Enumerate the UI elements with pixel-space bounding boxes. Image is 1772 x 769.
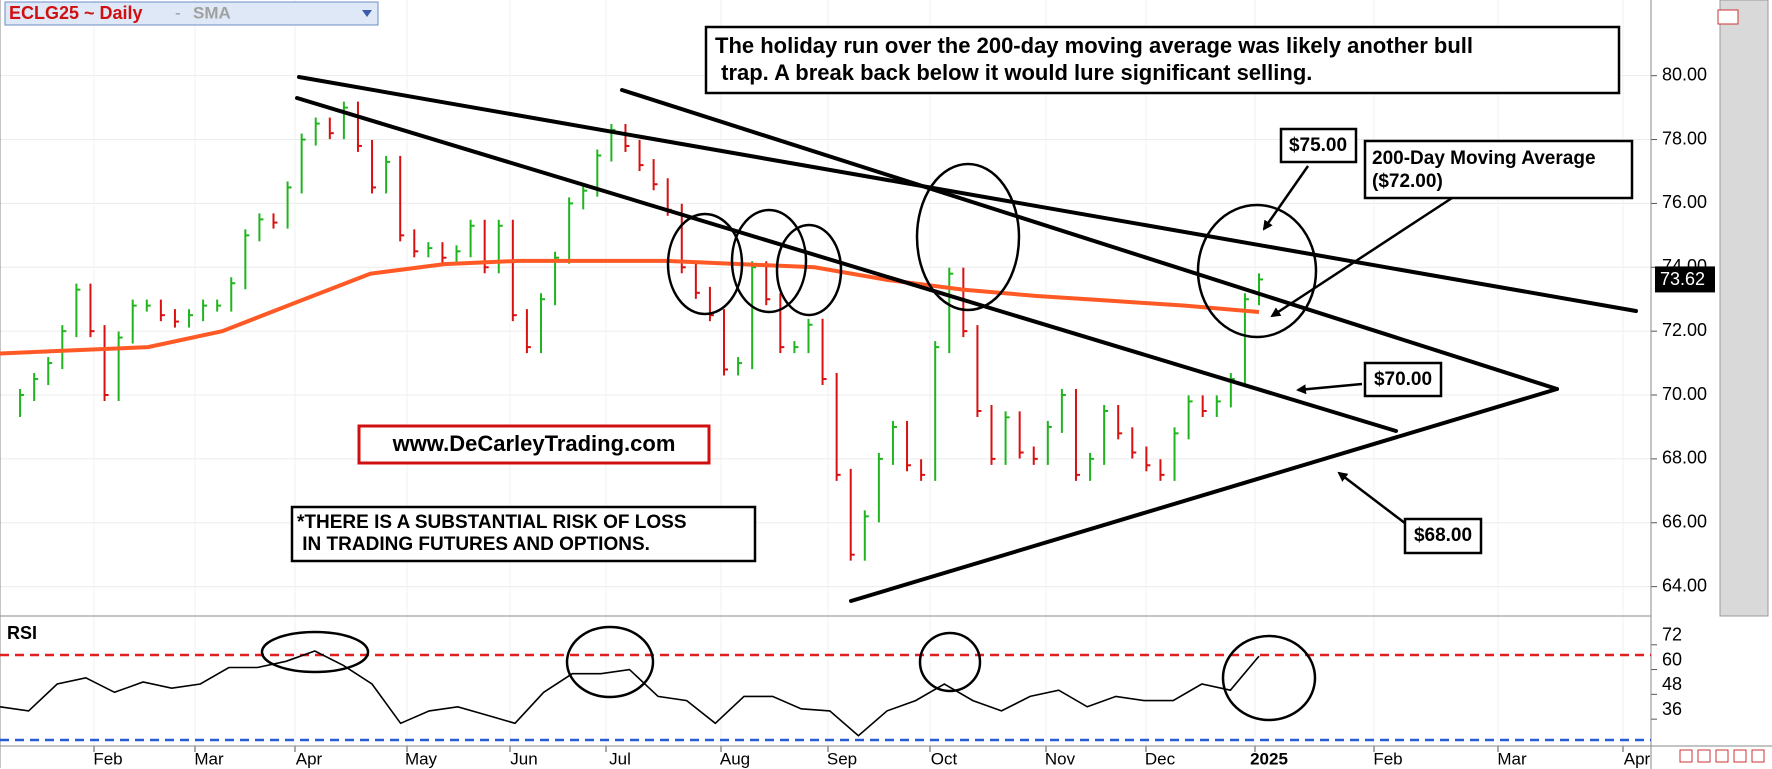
y-tick-label: 60 xyxy=(1662,649,1682,669)
annotation-text: The holiday run over the 200-day moving … xyxy=(715,33,1473,58)
symbol-dropdown[interactable] xyxy=(4,1,379,26)
disclaimer: IN TRADING FUTURES AND OPTIONS. xyxy=(297,534,650,555)
annotation-text: $68.00 xyxy=(1414,525,1472,546)
annotation-text: ($72.00) xyxy=(1372,171,1443,192)
tool-button[interactable] xyxy=(1715,749,1729,763)
x-tick-label: Nov xyxy=(1045,749,1076,768)
annotation-box xyxy=(1363,361,1443,398)
scroll-panel[interactable] xyxy=(1719,0,1769,617)
y-tick-label: 72.00 xyxy=(1662,320,1707,340)
y-tick-label: 48 xyxy=(1662,674,1682,694)
arrow xyxy=(1262,165,1310,231)
tool-button[interactable] xyxy=(1679,749,1693,763)
x-tick-label: 2025 xyxy=(1250,749,1288,768)
arrow xyxy=(1337,471,1411,528)
x-tick-label: Dec xyxy=(1145,749,1176,768)
annotation-text: $70.00 xyxy=(1374,369,1432,390)
highlight-circle xyxy=(918,631,982,693)
x-tick-label: Apr xyxy=(296,749,323,768)
annotation-box xyxy=(1279,127,1358,164)
disclaimer: *THERE IS A SUBSTANTIAL RISK OF LOSS xyxy=(297,512,687,533)
annotation-box xyxy=(1363,139,1634,200)
highlight-circle xyxy=(775,223,843,317)
sma-line xyxy=(0,258,1260,356)
x-tick-label: Mar xyxy=(1497,749,1527,768)
rsi-title: RSI xyxy=(7,623,37,643)
trendline xyxy=(620,88,1559,391)
website: www.DeCarleyTrading.com xyxy=(392,431,676,456)
y-tick-label: 70.00 xyxy=(1662,384,1707,404)
toolbar xyxy=(1679,749,1765,763)
annotation-box xyxy=(704,25,1621,95)
highlight-circle xyxy=(1221,634,1317,722)
tool-button[interactable] xyxy=(1697,749,1711,763)
tool-button[interactable] xyxy=(1751,749,1765,763)
y-tick-label: 64.00 xyxy=(1662,575,1707,595)
y-tick-label: 68.00 xyxy=(1662,448,1707,468)
marks xyxy=(0,101,1263,737)
bs-icon[interactable] xyxy=(1717,9,1739,25)
x-tick-label: Aug xyxy=(720,749,750,768)
trendline xyxy=(295,96,1398,433)
y-tick-label: 80.00 xyxy=(1662,64,1707,84)
y-tick-label: 76.00 xyxy=(1662,192,1707,212)
y-tick-label: 72 xyxy=(1662,625,1682,645)
grid xyxy=(0,0,1657,752)
y-tick-label: 78.00 xyxy=(1662,128,1707,148)
y-tick-label: 36 xyxy=(1662,699,1682,719)
disclaimer-box xyxy=(290,505,757,563)
x-tick-label: Jul xyxy=(609,749,631,768)
x-tick-label: Jun xyxy=(510,749,537,768)
rsi-line xyxy=(0,650,1260,737)
last-value-badge xyxy=(1655,266,1715,293)
highlight-circle xyxy=(260,630,370,674)
x-tick-label: May xyxy=(405,749,438,768)
highlight-circle xyxy=(915,162,1021,312)
x-tick-label: Apr xyxy=(1624,749,1651,768)
dash: - xyxy=(175,3,181,22)
dropdown-arrow[interactable] xyxy=(362,10,372,17)
annotation-text: $75.00 xyxy=(1289,135,1347,156)
annotation-box xyxy=(1403,517,1483,555)
trendline xyxy=(297,75,1638,313)
x-tick-label: Oct xyxy=(931,749,958,768)
trendline xyxy=(849,387,1559,603)
website-box xyxy=(357,424,711,465)
arrow xyxy=(1296,382,1363,395)
symbol-title: ECLG25 ~ Daily xyxy=(9,3,143,23)
highlight-circle xyxy=(1196,203,1318,339)
tool-button[interactable] xyxy=(1733,749,1747,763)
x-tick-label: Mar xyxy=(194,749,224,768)
arrow xyxy=(1270,196,1453,318)
highlight-circle xyxy=(666,212,744,316)
x-tick-label: Sep xyxy=(827,749,857,768)
x-tick-label: Feb xyxy=(1373,749,1402,768)
y-tick-label: 66.00 xyxy=(1662,512,1707,532)
annotation-text: trap. A break back below it would lure s… xyxy=(715,60,1312,85)
annotation-text: 200-Day Moving Average xyxy=(1372,148,1596,169)
highlight-circle xyxy=(730,208,808,314)
indicator-name: SMA xyxy=(193,3,231,22)
highlight-circle xyxy=(565,625,655,699)
x-tick-label: Feb xyxy=(93,749,122,768)
last-value-label: 73.62 xyxy=(1660,269,1705,289)
